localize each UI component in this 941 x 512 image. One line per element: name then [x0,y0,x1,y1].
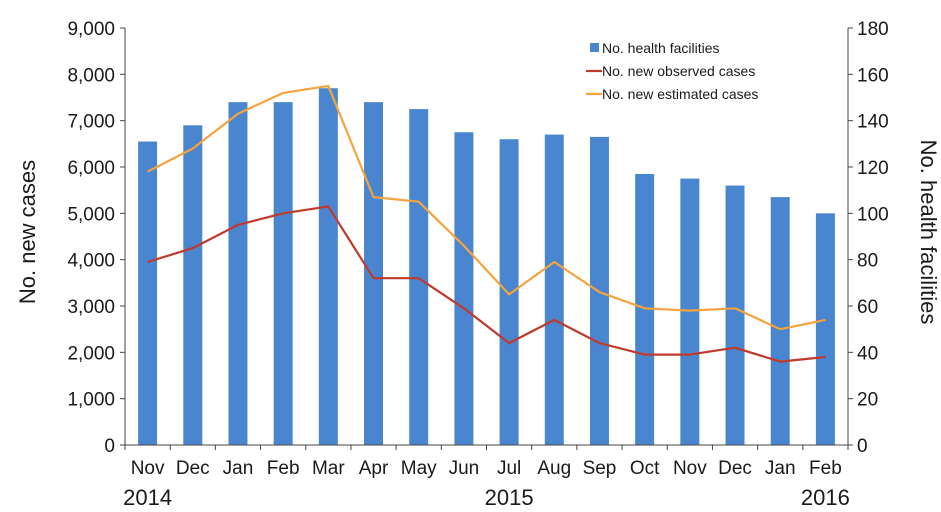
bar-no-health-facilities-7 [454,132,474,445]
x-tick-label-6: May [401,458,437,479]
x-tick-label-0: Nov [131,458,165,479]
x-tick-label-9: Aug [537,458,571,479]
legend-swatch-0 [590,43,599,52]
y-axis-title: No. new cases [15,160,40,304]
bar-no-health-facilities-4 [318,88,338,445]
y2-tick-label-8: 160 [857,65,889,86]
bar-no-health-facilities-14 [770,197,790,445]
bar-no-health-facilities-13 [725,185,745,446]
year-label-1: 2015 [485,485,534,510]
x-tick-label-5: Apr [359,458,389,479]
x-tick-label-15: Feb [809,458,842,479]
bars-layer [138,88,835,446]
y2-tick-label-0: 0 [857,436,868,457]
y2-tick-label-5: 100 [857,204,889,225]
x-tick-label-11: Oct [630,458,660,479]
y-tick-label-0: 0 [104,436,115,457]
y-tick-label-1: 1,000 [67,390,115,411]
legend-label-1: No. new observed cases [602,63,755,79]
x-tick-label-12: Nov [673,458,707,479]
x-tick-label-8: Jul [497,458,521,479]
y-tick-label-9: 9,000 [67,19,115,40]
x-tick-label-4: Mar [312,458,345,479]
y-tick-label-3: 3,000 [67,297,115,318]
y2-tick-label-3: 60 [857,297,878,318]
lines-layer [147,84,826,363]
bar-no-health-facilities-5 [364,102,384,445]
legend-label-0: No. health facilities [602,40,720,56]
y2-tick-label-6: 120 [857,158,889,179]
bar-no-health-facilities-1 [183,125,203,446]
x-tick-label-2: Jan [223,458,254,479]
bar-no-health-facilities-0 [138,141,158,445]
bar-no-health-facilities-12 [680,178,700,446]
y2-tick-label-1: 20 [857,390,878,411]
year-label-0: 2014 [123,485,172,510]
legend: No. health facilities No. new observed ca… [586,40,758,102]
bar-no-health-facilities-3 [273,102,293,445]
x-tick-label-1: Dec [176,458,210,479]
y2-tick-label-2: 40 [857,343,878,364]
bar-no-health-facilities-6 [409,109,429,445]
y-tick-label-8: 8,000 [67,65,115,86]
year-label-2: 2016 [801,485,850,510]
line-no-new-estimated-cases [147,84,826,331]
y-tick-label-6: 6,000 [67,158,115,179]
y-tick-label-7: 7,000 [67,112,115,133]
bar-no-health-facilities-11 [635,173,655,445]
y-tick-label-5: 5,000 [67,204,115,225]
legend-label-2: No. new estimated cases [602,86,758,102]
x-tick-label-7: Jun [449,458,480,479]
y2-axis-title: No. health facilities [916,140,941,325]
y-tick-label-2: 2,000 [67,343,115,364]
y2-tick-label-9: 180 [857,19,889,40]
bar-no-health-facilities-15 [815,213,835,445]
y-tick-label-4: 4,000 [67,251,115,272]
bar-no-health-facilities-2 [228,102,248,445]
x-tick-label-10: Sep [583,458,617,479]
y2-tick-label-4: 80 [857,251,878,272]
x-tick-label-3: Feb [267,458,300,479]
y2-tick-label-7: 140 [857,112,889,133]
x-tick-label-13: Dec [718,458,752,479]
line-no-new-observed-cases [147,205,826,363]
ticks-layer: 0 1,000 2,000 3,000 4,000 5,000 6,000 7,000 8,00… [67,19,888,510]
bar-no-health-facilities-9 [544,134,564,446]
bar-no-health-facilities-8 [499,139,519,445]
x-tick-label-14: Jan [765,458,796,479]
